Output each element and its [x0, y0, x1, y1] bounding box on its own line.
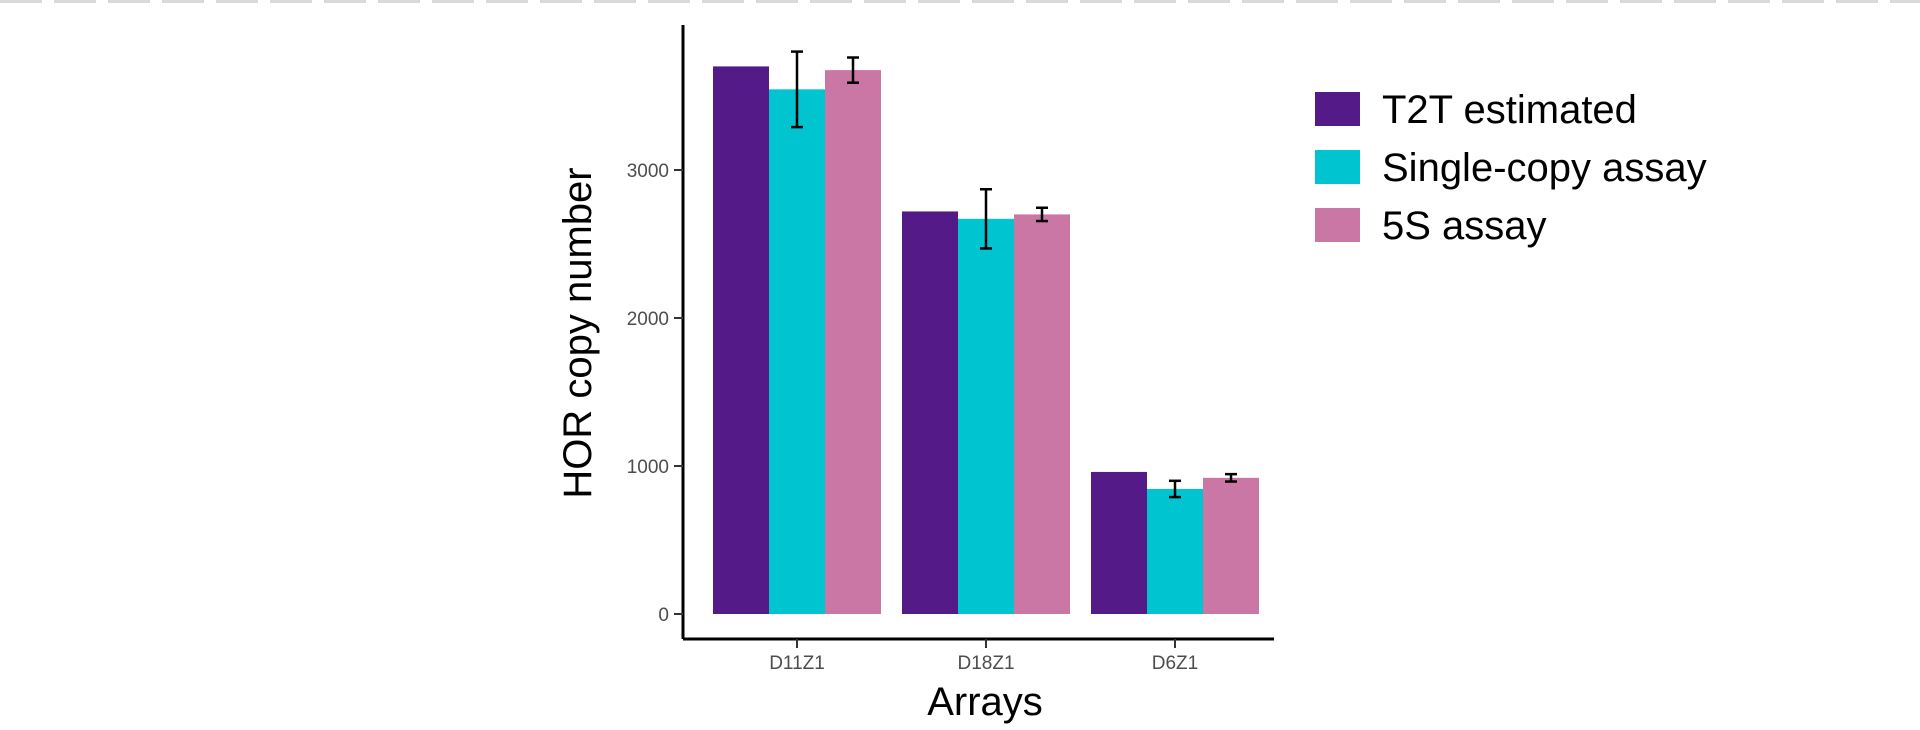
border-dash: [54, 0, 96, 3]
y-axis-title: HOR copy number: [556, 167, 600, 498]
border-dash: [864, 0, 906, 3]
border-dash: [1188, 0, 1230, 3]
legend-item: Single-copy assay: [1315, 146, 1707, 190]
legend-label: Single-copy assay: [1382, 146, 1707, 190]
border-dash: [594, 0, 636, 3]
border-dash: [1080, 0, 1122, 3]
border-dash: [1566, 0, 1608, 3]
border-dash: [972, 0, 1014, 3]
border-dash: [162, 0, 204, 3]
bar-group-d11z1: [713, 50, 881, 615]
border-dash: [1512, 0, 1554, 3]
border-dash: [918, 0, 960, 3]
x-tick-label: D11Z1: [769, 653, 825, 674]
border-dash: [810, 0, 852, 3]
x-axis-title: Arrays: [927, 680, 1043, 724]
border-dash: [486, 0, 528, 3]
y-tick-label: 1000: [627, 457, 669, 478]
plot-area: 0 1000 2000 3000 D11Z1 D18Z1 D6Z1: [627, 25, 1274, 674]
y-tick-label: 0: [658, 605, 669, 626]
border-dash: [1404, 0, 1446, 3]
bar: [1014, 214, 1070, 614]
legend-label: T2T estimated: [1382, 88, 1637, 132]
legend-item: 5S assay: [1315, 204, 1547, 248]
border-dash: [1782, 0, 1824, 3]
legend: T2T estimated Single-copy assay 5S assay: [1315, 88, 1707, 248]
border-dash: [1890, 0, 1920, 3]
border-dash: [1674, 0, 1716, 3]
y-tick-label: 3000: [627, 161, 669, 182]
legend-item: T2T estimated: [1315, 88, 1637, 132]
legend-swatch: [1315, 208, 1360, 242]
border-dash: [270, 0, 312, 3]
border-dash: [0, 0, 42, 3]
bar: [1147, 488, 1203, 614]
border-dash: [1134, 0, 1176, 3]
border-dash: [378, 0, 420, 3]
x-tick-label: D6Z1: [1152, 653, 1198, 674]
bar: [825, 70, 881, 615]
border-dash: [1458, 0, 1500, 3]
x-tick-label: D18Z1: [957, 653, 1014, 674]
border-dash: [1620, 0, 1662, 3]
bar: [713, 66, 769, 614]
border-dash: [108, 0, 150, 3]
border-dash: [1242, 0, 1284, 3]
border-dash: [1350, 0, 1392, 3]
border-dash: [648, 0, 690, 3]
bar-group-d6z1: [1091, 471, 1259, 614]
legend-label: 5S assay: [1382, 204, 1547, 248]
border-dash: [702, 0, 744, 3]
border-dash: [324, 0, 366, 3]
legend-swatch: [1315, 150, 1360, 184]
bar: [1203, 477, 1259, 614]
legend-swatch: [1315, 92, 1360, 126]
y-tick-label: 2000: [627, 309, 669, 330]
bar: [769, 89, 825, 615]
bar: [1091, 471, 1147, 614]
border-dash: [432, 0, 474, 3]
bar: [902, 211, 958, 614]
border-dash: [1728, 0, 1770, 3]
border-dash: [1296, 0, 1338, 3]
border-dash: [216, 0, 258, 3]
border-dash: [540, 0, 582, 3]
border-dash: [1836, 0, 1878, 3]
top-dashed-border: [0, 0, 1920, 3]
border-dash: [756, 0, 798, 3]
bar: [958, 218, 1014, 614]
border-dash: [1026, 0, 1068, 3]
bar-group-d18z1: [902, 187, 1070, 614]
